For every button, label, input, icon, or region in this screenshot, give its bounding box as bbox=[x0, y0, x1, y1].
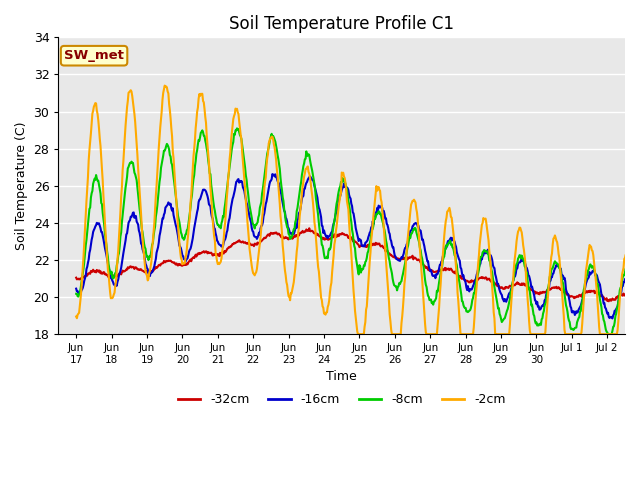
-16cm bbox=[450, 237, 458, 243]
-2cm bbox=[638, 331, 640, 337]
Line: -2cm: -2cm bbox=[76, 85, 640, 334]
-2cm bbox=[72, 313, 80, 319]
-32cm bbox=[292, 232, 300, 238]
-16cm bbox=[271, 171, 279, 177]
-2cm bbox=[271, 150, 279, 156]
Title: Soil Temperature Profile C1: Soil Temperature Profile C1 bbox=[229, 15, 454, 33]
-8cm bbox=[604, 331, 612, 337]
-2cm bbox=[419, 288, 427, 293]
-16cm bbox=[293, 225, 301, 231]
-16cm bbox=[269, 171, 276, 177]
-8cm bbox=[638, 331, 640, 337]
Legend: -32cm, -16cm, -8cm, -2cm: -32cm, -16cm, -8cm, -2cm bbox=[173, 388, 511, 411]
-16cm bbox=[609, 315, 616, 321]
-32cm bbox=[139, 268, 147, 274]
-8cm bbox=[419, 256, 426, 262]
Line: -16cm: -16cm bbox=[76, 174, 640, 318]
-16cm bbox=[139, 246, 147, 252]
-8cm bbox=[271, 139, 279, 144]
-8cm bbox=[139, 229, 147, 235]
Y-axis label: Soil Temperature (C): Soil Temperature (C) bbox=[15, 121, 28, 250]
-2cm bbox=[243, 217, 251, 223]
-32cm bbox=[72, 275, 80, 280]
-16cm bbox=[72, 286, 80, 291]
-8cm bbox=[233, 125, 241, 131]
-2cm bbox=[139, 235, 147, 240]
Line: -8cm: -8cm bbox=[76, 128, 640, 334]
-32cm bbox=[419, 261, 426, 266]
-2cm bbox=[161, 83, 168, 88]
-8cm bbox=[293, 208, 301, 214]
-32cm bbox=[450, 269, 458, 275]
-32cm bbox=[271, 230, 278, 236]
X-axis label: Time: Time bbox=[326, 371, 357, 384]
-8cm bbox=[72, 291, 80, 297]
-32cm bbox=[638, 300, 640, 305]
-2cm bbox=[354, 331, 362, 337]
-16cm bbox=[243, 200, 250, 206]
-32cm bbox=[305, 226, 313, 231]
-16cm bbox=[419, 237, 426, 243]
-16cm bbox=[638, 311, 640, 317]
Line: -32cm: -32cm bbox=[76, 228, 640, 302]
-32cm bbox=[243, 241, 250, 247]
-8cm bbox=[450, 248, 458, 254]
-2cm bbox=[451, 246, 458, 252]
-2cm bbox=[293, 249, 301, 254]
-8cm bbox=[243, 184, 251, 190]
Text: SW_met: SW_met bbox=[64, 49, 124, 62]
